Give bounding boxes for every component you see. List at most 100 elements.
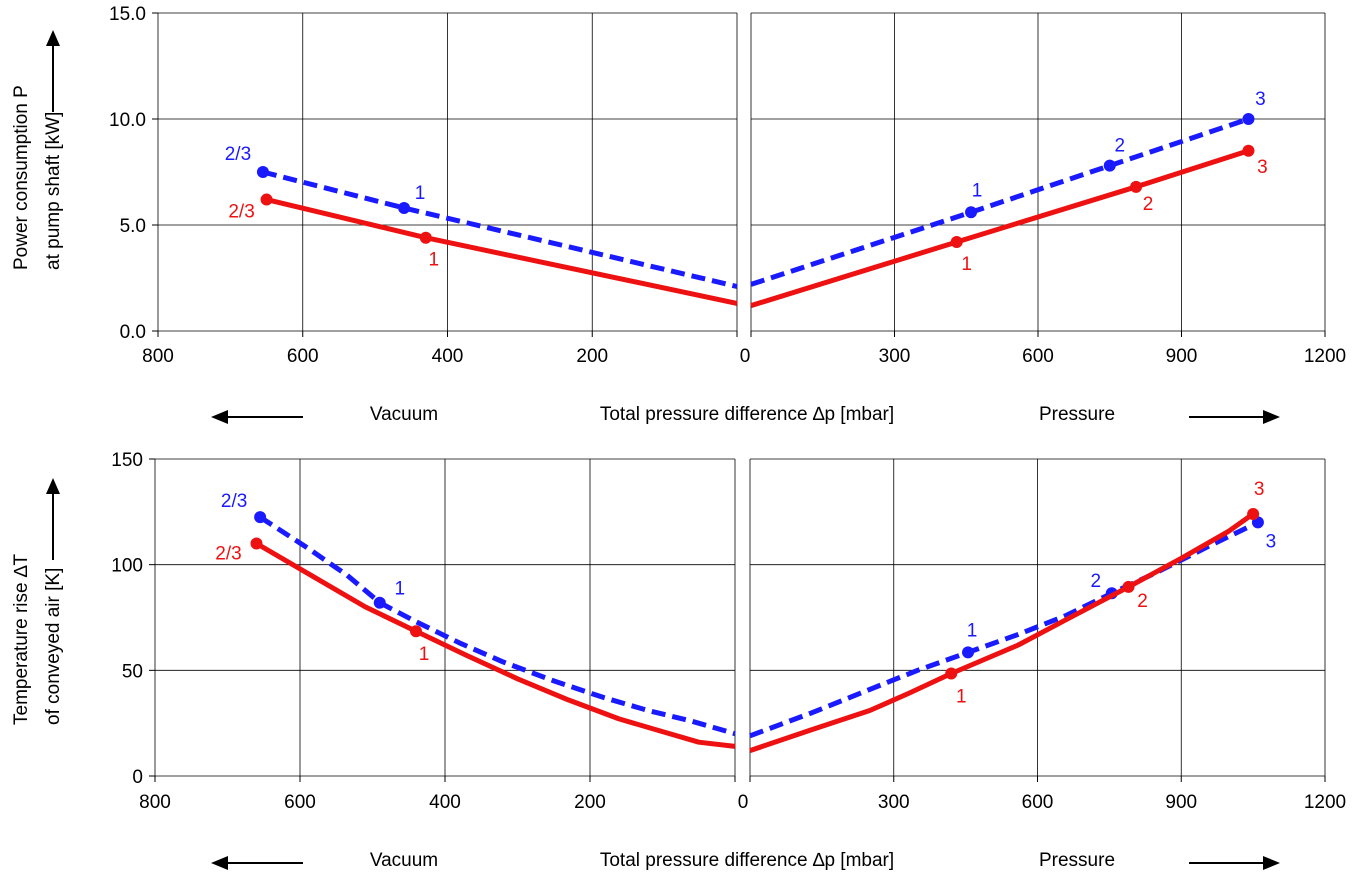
y-tick-label: 100	[111, 556, 143, 577]
data-point-label: 1	[972, 180, 983, 201]
series-line-pressure	[750, 116, 1250, 287]
data-point-label: 1	[428, 250, 439, 271]
series-line-vacuum	[262, 169, 738, 289]
data-point-label: 3	[1266, 531, 1277, 552]
x-axis-label: Total pressure difference ∆p [mbar]	[600, 404, 894, 425]
data-point	[950, 235, 963, 248]
x-tick-label-vacuum: 600	[284, 792, 316, 813]
data-point	[945, 667, 958, 680]
data-point-label: 1	[415, 183, 426, 204]
y-tick-label: 0.0	[120, 322, 146, 343]
series-line-vacuum	[266, 197, 738, 306]
data-point	[1242, 113, 1255, 125]
region-label-vacuum: Vacuum	[370, 850, 438, 871]
data-point	[254, 511, 267, 524]
up-arrow-head-icon	[46, 30, 60, 46]
y-tick-label: 0	[132, 767, 143, 788]
x-tick-label-pressure: 600	[1022, 792, 1054, 813]
y-tick-label: 15.0	[109, 4, 146, 25]
series-line-pressure	[750, 148, 1250, 308]
data-point	[1103, 159, 1116, 172]
x-tick-label-vacuum: 200	[576, 346, 608, 367]
x-tick-label-pressure: 900	[1166, 346, 1198, 367]
data-point	[250, 537, 263, 550]
x-tick-label-vacuum: 600	[287, 346, 319, 367]
series-red: 2/3 1 1 2 3	[228, 144, 1268, 308]
y-axis-label: Power consumption P at pump shaft [kW]	[11, 85, 64, 270]
series-red: 2/3 1 1 2 3	[215, 479, 1265, 753]
x-tick-label-pressure: 300	[879, 346, 911, 367]
x-tick-label-vacuum: 400	[429, 792, 461, 813]
x-tick-label-pressure: 900	[1165, 792, 1197, 813]
up-arrow-head-icon	[46, 478, 60, 494]
x-tick-label-vacuum: 0	[738, 792, 749, 813]
x-tick-label-vacuum: 400	[432, 346, 464, 367]
x-tick-label-pressure: 300	[878, 792, 910, 813]
data-point	[962, 646, 975, 659]
x-tick-label-vacuum: 800	[139, 792, 171, 813]
data-point-label: 2	[1143, 194, 1154, 215]
right-arrow-head-icon	[1263, 410, 1280, 424]
series-line-vacuum	[258, 515, 736, 737]
data-point-label: 2	[1114, 136, 1125, 157]
x-tick-label-vacuum: 800	[142, 346, 174, 367]
gridlines	[152, 12, 1326, 337]
x-tick-label-vacuum: 200	[574, 792, 606, 813]
data-point	[373, 596, 386, 609]
data-point-label: 2/3	[228, 202, 254, 223]
y-tick-label: 10.0	[109, 110, 146, 131]
data-point	[1242, 144, 1255, 157]
y-axis-label-line: Power consumption P	[11, 85, 32, 270]
data-point	[410, 625, 422, 638]
data-point	[965, 206, 978, 219]
x-axis-label: Total pressure difference ∆p [mbar]	[600, 850, 894, 871]
region-label-pressure: Pressure	[1039, 850, 1115, 871]
y-axis-label-line: Temperature rise ∆T	[11, 554, 32, 725]
data-point	[260, 193, 273, 206]
x-tick-label-vacuum: 0	[740, 346, 751, 367]
left-arrow-head-icon	[211, 856, 228, 870]
data-point-label: 2/3	[221, 491, 247, 512]
data-point-label: 1	[419, 644, 430, 665]
data-point	[398, 202, 411, 215]
y-tick-label: 150	[111, 450, 143, 471]
data-point-label: 3	[1255, 89, 1266, 110]
data-point-label: 3	[1257, 157, 1268, 178]
x-tick-label-pressure: 600	[1022, 346, 1054, 367]
series-blue: 2/3 1 1 2 3	[221, 491, 1277, 739]
data-point-label: 1	[956, 687, 967, 708]
y-tick-label: 5.0	[120, 216, 146, 237]
series-line-vacuum	[255, 541, 736, 749]
y-axis-label: Temperature rise ∆T of conveyed air [K]	[11, 554, 64, 725]
x-tick-label-pressure: 1200	[1304, 346, 1346, 367]
data-point	[1247, 507, 1260, 520]
chart-panel-2: 0 50 100 150 800 600 400 200 0 300 600 900 1200 Tempe…	[11, 450, 1346, 871]
x-axis-annotations: Vacuum Total pressure difference ∆p [mbar…	[211, 404, 1280, 425]
series-blue: 2/3 1 1 2 3	[225, 89, 1266, 289]
data-point-label: 2/3	[225, 144, 251, 165]
series-line-pressure	[749, 520, 1259, 739]
data-point-label: 1	[961, 254, 972, 275]
y-tick-label: 50	[122, 661, 143, 682]
x-axis-annotations: Vacuum Total pressure difference ∆p [mbar…	[211, 850, 1280, 871]
data-point	[1122, 580, 1135, 593]
left-arrow-head-icon	[211, 410, 228, 424]
data-point	[419, 231, 432, 244]
chart-panel-1: 0.0 5.0 10.0 15.0 800 600 400 200 0 300 600 900 1200…	[11, 4, 1346, 425]
region-label-vacuum: Vacuum	[370, 404, 438, 425]
data-point-label: 1	[967, 620, 978, 641]
region-label-pressure: Pressure	[1039, 404, 1115, 425]
right-arrow-head-icon	[1263, 856, 1280, 870]
data-point	[1130, 180, 1143, 193]
data-point-label: 3	[1254, 479, 1265, 500]
data-point-label: 2/3	[215, 544, 241, 565]
y-axis-label-line: of conveyed air [K]	[43, 568, 64, 725]
gridlines	[149, 458, 1326, 782]
series-line-pressure	[749, 511, 1255, 753]
data-point-label: 1	[394, 579, 405, 600]
x-tick-label-pressure: 1200	[1304, 792, 1346, 813]
data-point-label: 2	[1137, 591, 1148, 612]
y-axis-label-line: at pump shaft [kW]	[43, 112, 64, 270]
data-point	[256, 166, 269, 178]
